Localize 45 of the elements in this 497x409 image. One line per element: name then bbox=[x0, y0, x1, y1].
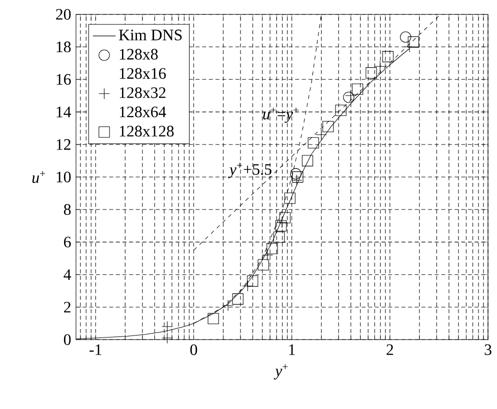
point bbox=[232, 293, 244, 305]
x-tick-label: 3 bbox=[484, 344, 492, 356]
y-tick-label: 0 bbox=[64, 334, 71, 346]
y-tick-label: 14 bbox=[56, 106, 72, 118]
point bbox=[258, 259, 269, 270]
y-tick-label: 4 bbox=[64, 269, 72, 280]
legend-label: 128x32 bbox=[120, 87, 166, 98]
point bbox=[382, 51, 394, 62]
annotation: y$^{+}$+5.5 bbox=[228, 162, 272, 178]
x-tick-label: 1 bbox=[289, 344, 295, 355]
point bbox=[275, 220, 287, 232]
y-tick-label: 20 bbox=[56, 8, 71, 20]
point bbox=[290, 168, 302, 180]
y-tick-label: 8 bbox=[64, 204, 71, 215]
y-tick-label: 10 bbox=[56, 172, 71, 182]
y-tick-label: 18 bbox=[56, 41, 71, 52]
point bbox=[292, 171, 304, 183]
x-tick-label: 0 bbox=[190, 344, 198, 356]
legend-label: 128x64 bbox=[120, 106, 166, 118]
y-tick-label: 16 bbox=[56, 74, 71, 85]
point bbox=[266, 242, 278, 254]
point bbox=[273, 232, 285, 243]
legend-label: 128x8 bbox=[120, 48, 158, 60]
x-tick-label: -1 bbox=[90, 344, 102, 355]
legend-label: Kim DNS bbox=[118, 30, 182, 40]
point bbox=[208, 312, 219, 324]
y-tick-label: 2 bbox=[64, 302, 70, 312]
x-tick-label: 2 bbox=[386, 344, 394, 355]
legend-label: 128x128 bbox=[120, 126, 174, 137]
y-tick-label: 6 bbox=[64, 236, 71, 248]
y-axis-title: u$^{+}$ bbox=[32, 171, 46, 183]
point bbox=[335, 104, 346, 116]
point bbox=[400, 32, 412, 43]
point bbox=[246, 276, 258, 287]
annotation: u$^{+}$=y$^{+}$ bbox=[263, 108, 299, 123]
point bbox=[322, 120, 334, 132]
point bbox=[308, 137, 319, 148]
point bbox=[279, 212, 291, 224]
point bbox=[302, 155, 314, 166]
y-tick-label: 12 bbox=[56, 139, 70, 150]
point bbox=[284, 192, 296, 204]
point bbox=[366, 67, 377, 78]
x-axis-title: y$^{+}$ bbox=[274, 364, 288, 380]
point bbox=[352, 84, 364, 95]
legend-label: 128x16 bbox=[120, 68, 166, 79]
